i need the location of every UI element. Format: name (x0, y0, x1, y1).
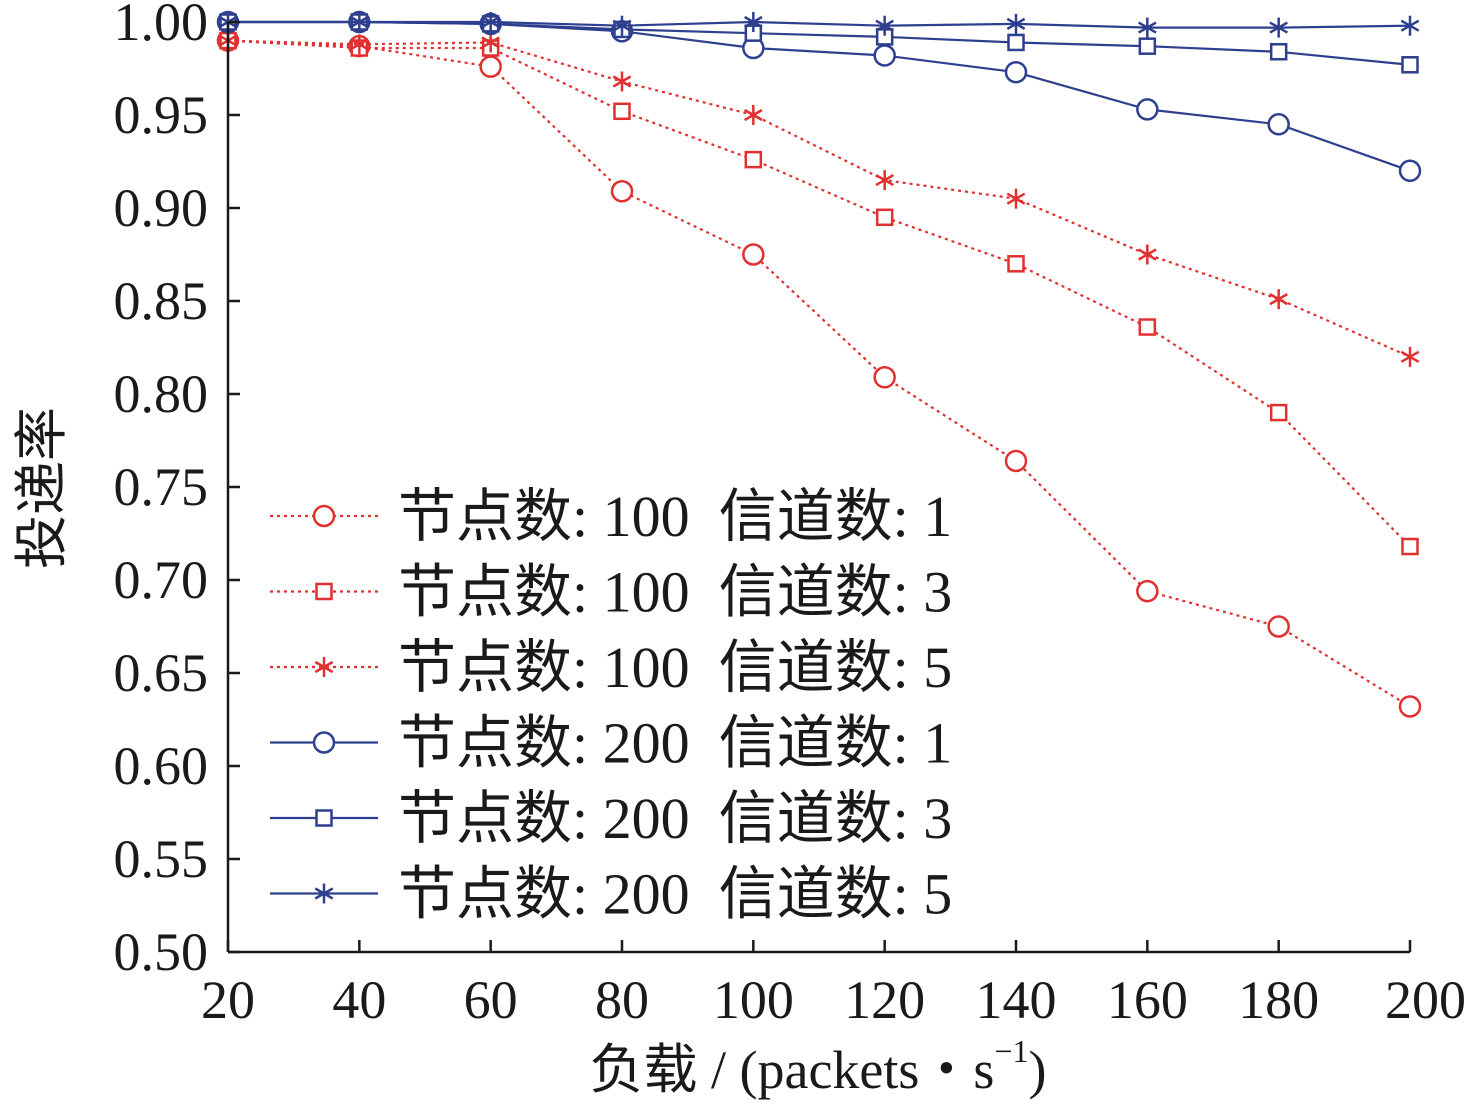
data-point (1267, 615, 1290, 638)
data-point (742, 243, 765, 266)
data-point (744, 105, 763, 125)
legend-item-5: 节点数: 200 信道数: 3 (270, 786, 952, 851)
x-axis-label: 负载 / (packets・s−1) (590, 1033, 1047, 1100)
x-tick-label: 80 (595, 970, 649, 1030)
series-line-3 (227, 39, 1411, 358)
data-point (1269, 17, 1288, 38)
x-tick-label: 180 (1238, 970, 1319, 1030)
data-point (479, 55, 502, 78)
data-point (612, 71, 632, 92)
data-point (1138, 37, 1157, 55)
legend-item-3: 节点数: 100 信道数: 5 (270, 635, 952, 700)
data-point (613, 102, 631, 121)
series-6 (218, 12, 1420, 38)
data-point (612, 15, 632, 36)
data-point (1007, 255, 1025, 273)
legend-label: 节点数: 200 信道数: 3 (398, 786, 952, 851)
x-tick-label: 20 (201, 970, 255, 1030)
data-point (1269, 403, 1288, 422)
legend-label: 节点数: 200 信道数: 5 (398, 862, 952, 927)
data-point (481, 32, 500, 53)
legend-item-2: 节点数: 100 信道数: 3 (270, 560, 952, 625)
y-tick-label: 0.90 (114, 178, 209, 238)
y-tick-label: 0.65 (114, 643, 209, 703)
data-point (1004, 449, 1028, 473)
x-tick-label: 120 (844, 970, 925, 1030)
series-line-6 (228, 20, 1411, 29)
legend-marker (315, 582, 333, 601)
data-point (875, 170, 894, 191)
legend-label: 节点数: 100 信道数: 3 (398, 560, 952, 625)
y-tick-label: 0.80 (114, 364, 209, 424)
series-line-1 (227, 39, 1411, 708)
legend-label: 节点数: 100 信道数: 5 (398, 635, 952, 700)
data-point (873, 366, 896, 389)
data-point (1138, 17, 1157, 38)
legend-item-4: 节点数: 200 信道数: 1 (270, 711, 952, 776)
x-tick-label: 60 (464, 970, 518, 1030)
y-tick-label: 0.50 (114, 922, 209, 982)
x-tick-label: 100 (713, 970, 794, 1030)
x-tick-label: 160 (1107, 970, 1188, 1030)
series-line-2 (227, 39, 1411, 548)
legend-marker (312, 504, 336, 528)
y-tick-label: 0.95 (114, 85, 209, 145)
data-point (1400, 15, 1420, 36)
data-point (1004, 60, 1028, 84)
legend-marker (315, 809, 333, 827)
data-point (1400, 346, 1420, 367)
legend-label: 节点数: 100 信道数: 1 (398, 484, 952, 549)
x-tick-label: 200 (1385, 970, 1466, 1030)
legend-label: 节点数: 200 信道数: 1 (398, 711, 952, 776)
data-point (1007, 33, 1025, 52)
x-tick-label: 140 (976, 970, 1057, 1030)
data-point (873, 44, 896, 67)
legend-marker (314, 883, 334, 904)
data-point (1138, 318, 1157, 336)
data-point (1006, 13, 1026, 34)
data-point (1136, 98, 1159, 121)
x-tick-label: 40 (332, 970, 386, 1030)
data-point (1398, 695, 1422, 718)
data-point (350, 12, 369, 32)
legend-item-1: 节点数: 100 信道数: 1 (270, 484, 952, 549)
y-tick-label: 1.00 (114, 0, 209, 52)
data-point (744, 12, 763, 32)
y-axis-label: 投递率 (12, 407, 72, 569)
y-tick-label: 0.60 (114, 736, 209, 796)
data-point (481, 12, 500, 32)
data-point (1269, 43, 1288, 61)
data-point (1136, 579, 1159, 603)
data-point (1269, 289, 1288, 310)
legend-marker (312, 731, 336, 754)
series-3 (218, 30, 1420, 367)
data-point (875, 208, 894, 227)
axes-layer: 20 40 60 80 100 120 140 160 180 200 0.50 0.55 0.60 0.… (12, 0, 1466, 1100)
y-tick-label: 0.75 (114, 457, 209, 517)
data-point (1138, 244, 1157, 265)
data-point (875, 15, 894, 36)
data-point (610, 180, 634, 203)
data-point (1401, 56, 1419, 74)
data-point (1267, 113, 1290, 136)
y-tick-label: 0.70 (114, 550, 209, 610)
legend-item-6: 节点数: 200 信道数: 5 (270, 862, 952, 927)
data-point (350, 34, 369, 55)
data-point (1398, 159, 1422, 183)
data-point (744, 150, 763, 169)
y-tick-label: 0.85 (114, 271, 209, 331)
series-layer (216, 10, 1422, 718)
legend-marker (314, 657, 334, 677)
data-point (1401, 537, 1419, 556)
y-tick-label: 0.55 (114, 829, 209, 889)
data-point (1006, 188, 1026, 209)
legend: 节点数: 100 信道数: 1 节点数: 100 信道数: 3 节点数: 100 信… (270, 484, 952, 927)
